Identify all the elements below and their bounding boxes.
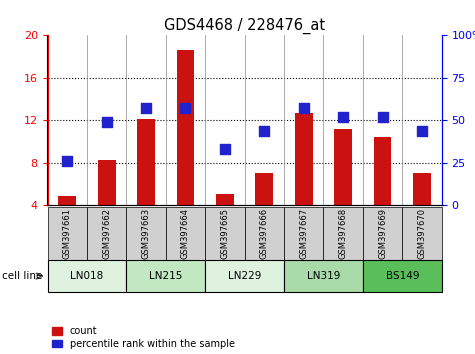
Bar [137,119,155,248]
Point [142,105,150,111]
Bar [177,50,194,248]
Bar [58,196,76,248]
Point [221,147,228,152]
Point [260,128,268,133]
Bar [216,194,234,248]
Bar [295,113,313,248]
Text: cell line: cell line [2,271,43,281]
Text: LN229: LN229 [228,271,261,281]
Text: GSM397666: GSM397666 [260,208,269,259]
Title: GDS4468 / 228476_at: GDS4468 / 228476_at [164,18,325,34]
Text: GSM397663: GSM397663 [142,208,151,259]
Bar [256,173,273,248]
Text: GSM397664: GSM397664 [181,208,190,259]
Point [103,119,110,125]
Bar [374,137,391,248]
Text: LN319: LN319 [307,271,340,281]
Point [418,128,426,133]
Point [300,105,308,111]
Text: LN018: LN018 [70,271,104,281]
Text: GSM397668: GSM397668 [339,208,348,259]
Text: GSM397662: GSM397662 [102,208,111,259]
Text: GSM397667: GSM397667 [299,208,308,259]
Point [63,158,71,164]
Point [379,114,386,120]
Bar [98,160,115,248]
Text: GSM397661: GSM397661 [63,208,72,259]
Text: GSM397669: GSM397669 [378,208,387,259]
Text: GSM397665: GSM397665 [220,208,229,259]
Text: GSM397670: GSM397670 [418,208,427,259]
Point [339,114,347,120]
Bar [413,173,431,248]
Text: BS149: BS149 [386,271,419,281]
Text: LN215: LN215 [149,271,182,281]
Point [181,105,189,111]
Legend: count, percentile rank within the sample: count, percentile rank within the sample [52,326,235,349]
Bar [334,129,352,248]
